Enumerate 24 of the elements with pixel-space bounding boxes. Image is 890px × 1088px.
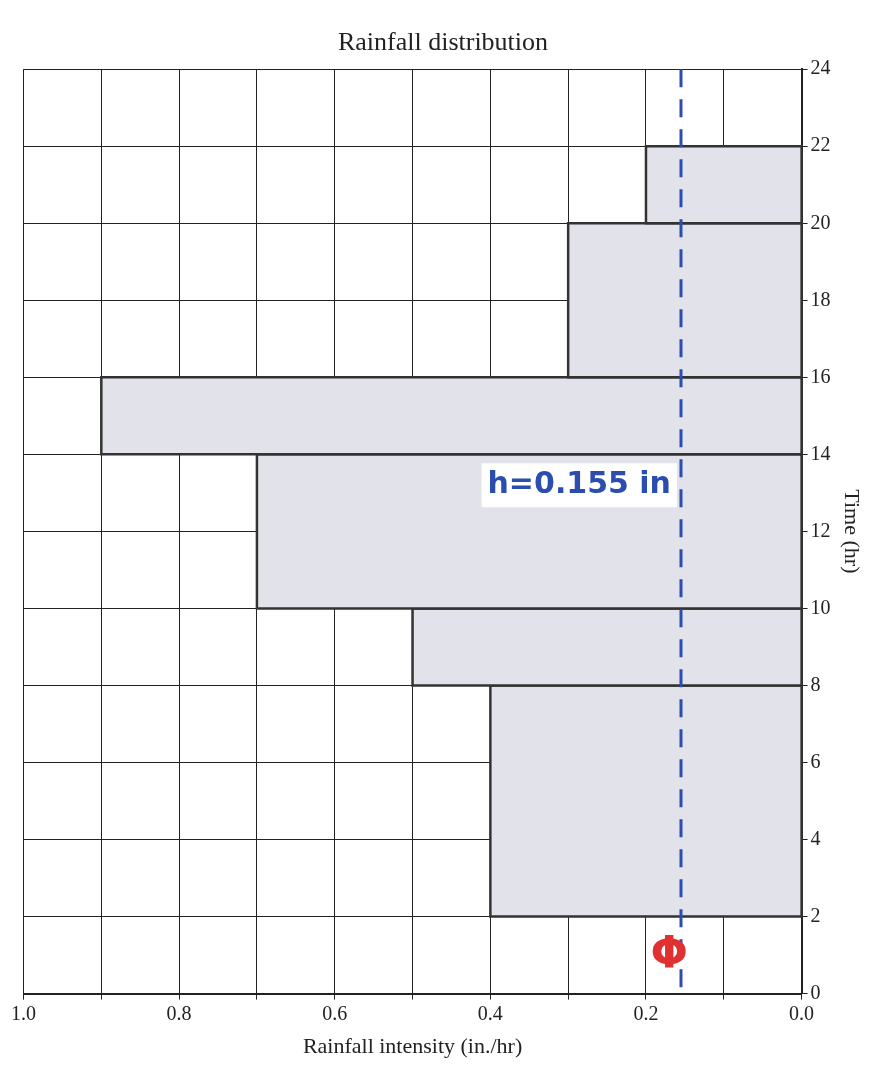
y-tick-label: 16 [810, 364, 831, 387]
y-tick-label: 6 [810, 749, 821, 772]
y-tick-label: 12 [810, 518, 831, 541]
annotation: Φ [650, 927, 689, 979]
y-tick-label: 14 [810, 441, 831, 464]
x-tick-label: 0.2 [633, 1001, 659, 1024]
chart-title: Rainfall distribution [337, 27, 549, 57]
y-tick-label: 10 [810, 595, 831, 618]
x-tick-label: 0.6 [322, 1001, 348, 1024]
x-tick-label: 0.8 [166, 1001, 192, 1024]
y-tick-label: 4 [810, 826, 821, 849]
y-tick-label: 24 [810, 56, 831, 79]
ref-line-label: h=0.155 in [487, 464, 671, 500]
y-tick-label: 0 [810, 980, 821, 1003]
x-tick-label: 1.0 [11, 1001, 36, 1024]
x-axis-title: Rainfall intensity (in./hr) [302, 1032, 523, 1058]
y-tick-label: 8 [810, 672, 821, 695]
y-axis-title: Time (hr) [840, 489, 866, 574]
x-tick-label: 0.0 [789, 1001, 815, 1024]
y-tick-label: 18 [810, 287, 831, 310]
y-tick-label: 22 [810, 133, 831, 156]
y-tick-label: 2 [810, 903, 821, 926]
y-tick-label: 20 [810, 210, 831, 233]
x-tick-label: 0.4 [477, 1001, 503, 1024]
